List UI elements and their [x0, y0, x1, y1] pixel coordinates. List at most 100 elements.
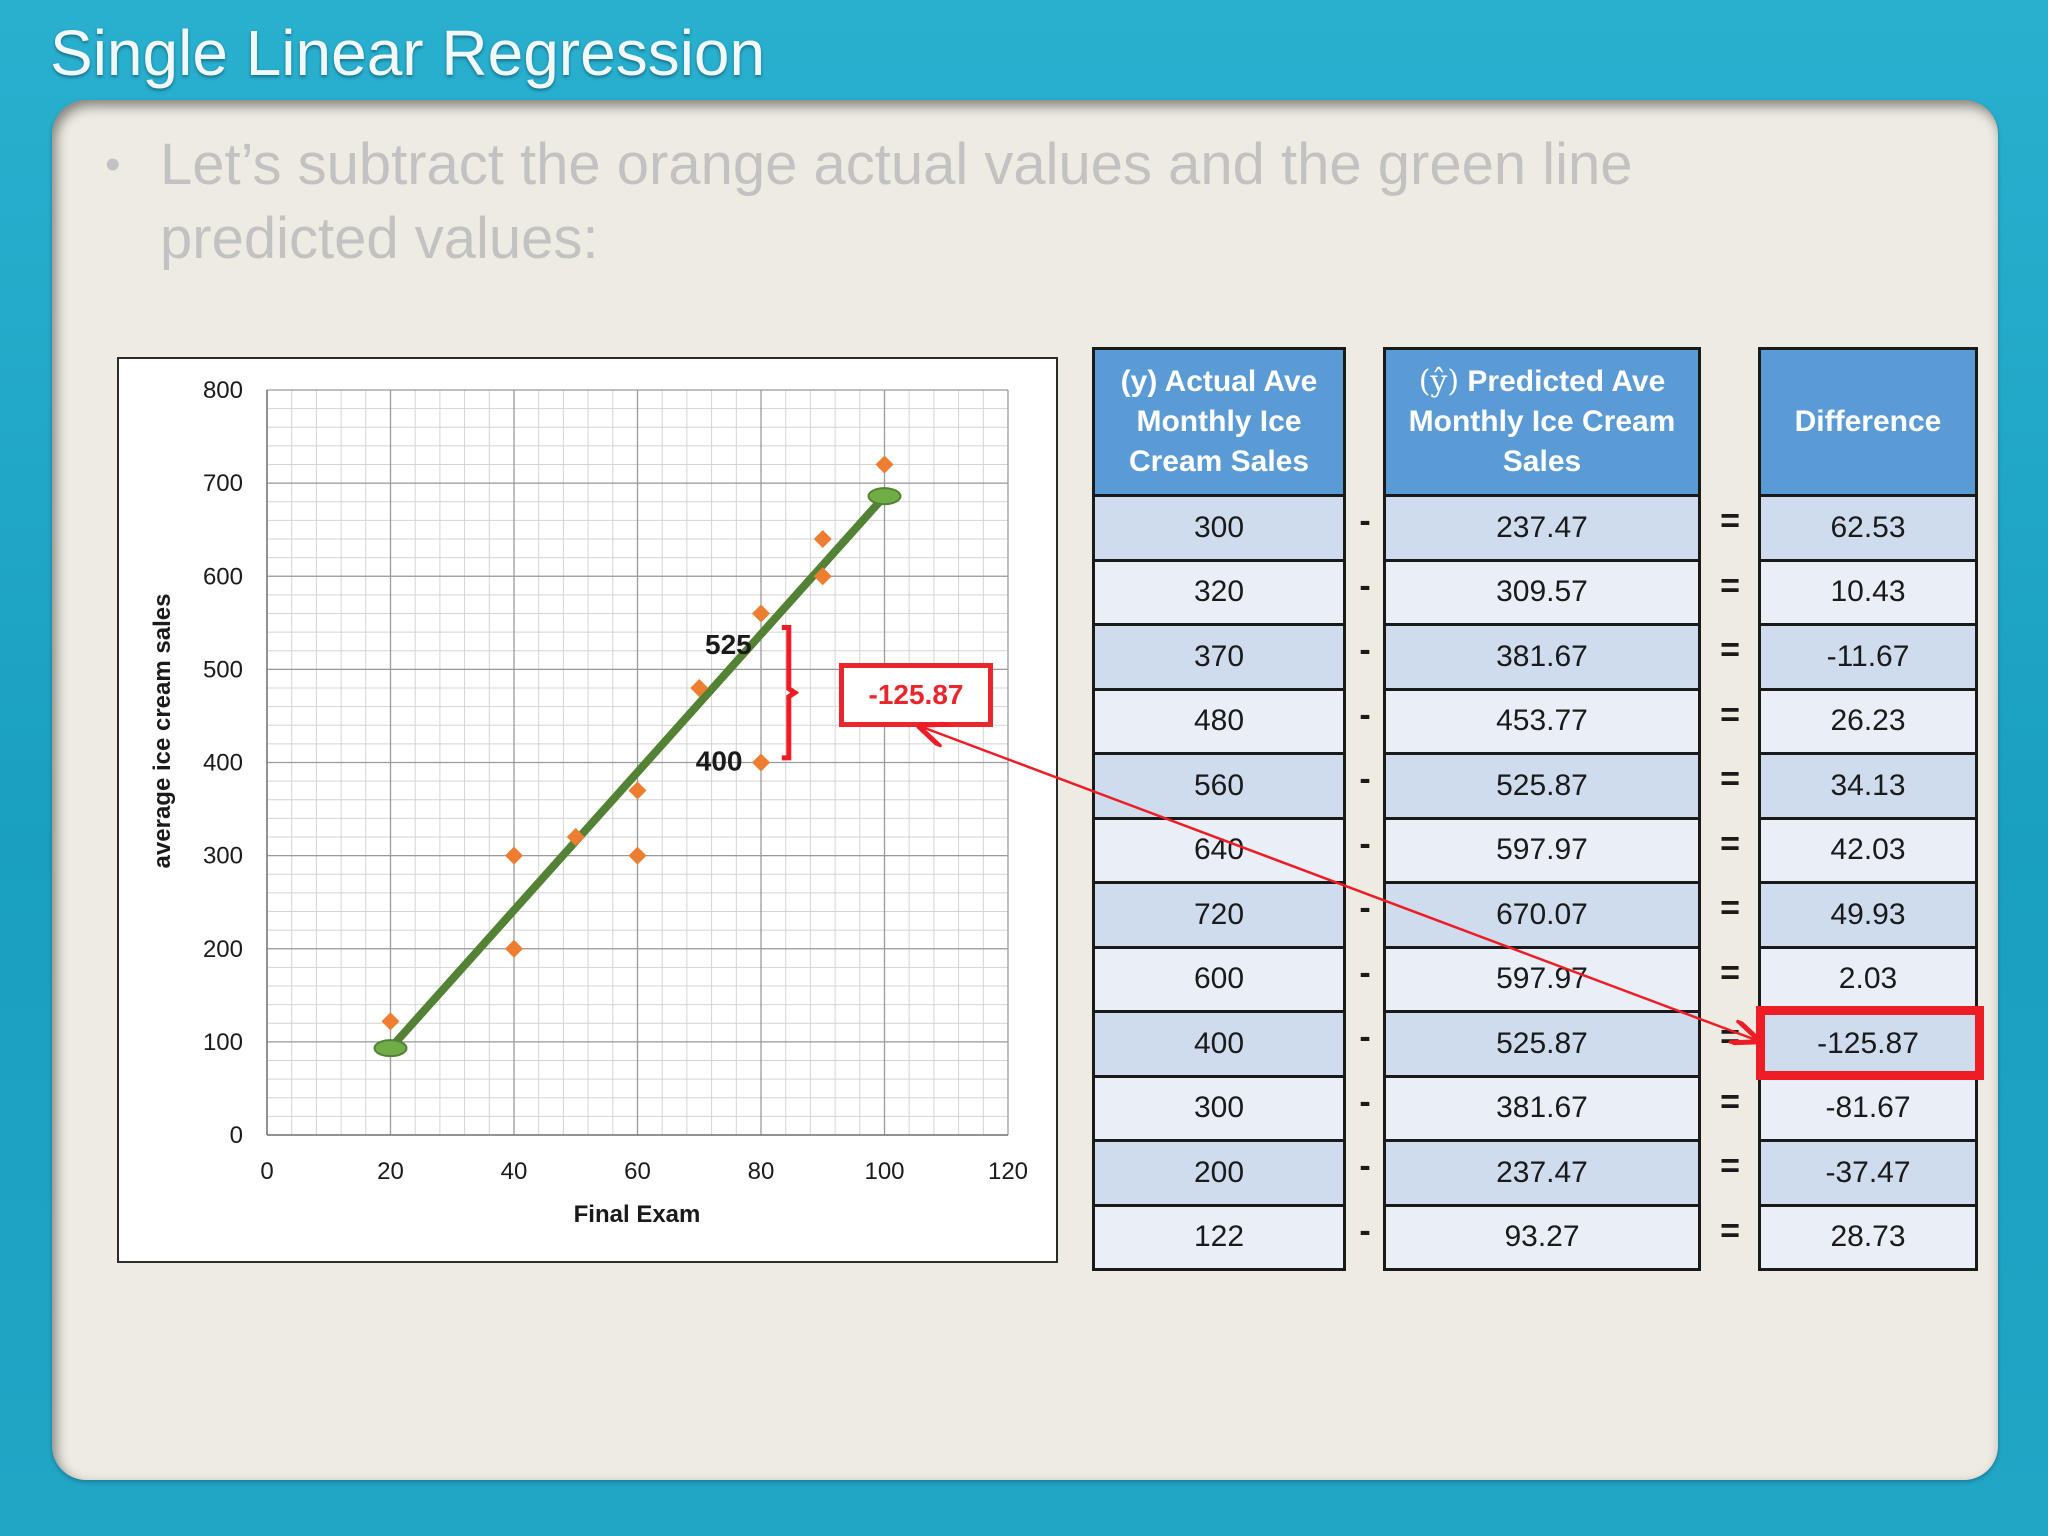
actual-cell: 122	[1095, 1206, 1343, 1268]
actual-point	[505, 846, 523, 865]
scatter-chart: 0 20 40 60 80 100 120 0 100 200 300 400 500 600 700 80…	[117, 357, 1058, 1263]
y-tick-label: 400	[203, 750, 243, 777]
chart-svg: 0 20 40 60 80 100 120 0 100 200 300 400 500 600 700 80…	[149, 377, 1028, 1228]
actual-cell: 200	[1095, 1142, 1343, 1204]
actual-point	[752, 753, 770, 772]
equals-operator: =	[1720, 889, 1740, 927]
actual-cell: 400	[1095, 1013, 1343, 1075]
y-hat-symbol: (ŷ)	[1418, 364, 1460, 399]
minus-operator: -	[1359, 1211, 1371, 1250]
difference-cell: 49.93	[1761, 884, 1975, 946]
x-tick-label: 0	[260, 1158, 273, 1185]
difference-cell: 34.13	[1761, 755, 1975, 817]
difference-column: Difference 62.53 10.43 -11.67 26.23 34.13 42.…	[1758, 347, 1978, 1271]
actual-cell: 300	[1095, 1077, 1343, 1139]
actual-column-header: (y) Actual Ave Monthly Ice Cream Sales	[1095, 350, 1343, 494]
predicted-cell: 237.47	[1386, 497, 1698, 559]
lower-value-label: 400	[696, 746, 743, 777]
upper-value-label: 525	[705, 629, 752, 660]
equals-operator: =	[1720, 1147, 1740, 1185]
predicted-cell: 93.27	[1386, 1206, 1698, 1268]
x-tick-label: 120	[988, 1158, 1028, 1185]
actual-point	[628, 781, 647, 800]
highlighted-difference-box	[1756, 1006, 1984, 1080]
actual-point	[690, 679, 709, 697]
equals-operator: =	[1720, 1082, 1740, 1121]
equals-operator: =	[1720, 566, 1740, 605]
difference-cell: -37.47	[1761, 1142, 1975, 1204]
actual-cell: 720	[1095, 884, 1343, 946]
difference-callout: -125.87	[839, 663, 993, 727]
difference-cell: 26.23	[1761, 690, 1975, 752]
chart-axes	[266, 390, 1008, 1136]
regression-endpoint	[373, 1039, 408, 1058]
y-tick-label: 100	[203, 1029, 243, 1056]
actual-point	[505, 939, 523, 958]
equals-operator: =	[1720, 695, 1740, 734]
actual-point	[752, 604, 770, 623]
regression-line	[386, 492, 889, 1053]
y-tick-label: 500	[203, 656, 243, 683]
equals-operator: =	[1720, 1018, 1740, 1056]
actual-values-column: (y) Actual Ave Monthly Ice Cream Sales 3…	[1092, 347, 1346, 1271]
predicted-cell: 381.67	[1386, 1077, 1698, 1139]
x-axis-label: Final Exam	[574, 1201, 701, 1228]
equals-operator: =	[1720, 631, 1740, 669]
y-tick-label: 600	[203, 563, 243, 590]
x-tick-label: 20	[377, 1158, 404, 1185]
bullet-text-block: • Let’s subtract the orange actual value…	[105, 128, 1860, 276]
actual-cell: 370	[1095, 626, 1343, 688]
predicted-values-column: (ŷ) Predicted Ave Monthly Ice Cream Sale…	[1383, 347, 1701, 1271]
actual-point	[628, 846, 647, 865]
predicted-cell: 453.77	[1386, 690, 1698, 752]
minus-operator: -	[1359, 566, 1371, 605]
difference-cell: 62.53	[1761, 497, 1975, 559]
slide-title: Single Linear Regression	[50, 17, 766, 89]
equals-operator: =	[1720, 1211, 1740, 1250]
chart-annotations: 525 400	[696, 624, 800, 777]
regression-line-series	[373, 487, 902, 1058]
y-axis-label: average ice cream sales	[149, 594, 176, 869]
x-tick-label: 80	[748, 1158, 775, 1185]
predicted-cell: 597.97	[1386, 948, 1698, 1010]
equals-operator: =	[1720, 824, 1740, 863]
y-tick-labels: 0 100 200 300 400 500 600 700 800	[203, 377, 243, 1149]
equals-operator: =	[1720, 760, 1740, 798]
x-tick-label: 100	[864, 1158, 904, 1185]
actual-point	[381, 1012, 400, 1031]
x-tick-label: 60	[624, 1158, 651, 1185]
predicted-cell: 309.57	[1386, 561, 1698, 623]
x-tick-labels: 0 20 40 60 80 100 120	[260, 1158, 1028, 1185]
difference-cell: 42.03	[1761, 819, 1975, 881]
actual-point	[566, 828, 585, 846]
difference-cell: -11.67	[1761, 626, 1975, 688]
actual-points-series	[381, 455, 894, 1031]
equals-operator: =	[1720, 953, 1740, 992]
y-tick-label: 0	[230, 1122, 243, 1149]
predicted-cell: 525.87	[1386, 755, 1698, 817]
actual-cell: 560	[1095, 755, 1343, 817]
minus-operator: -	[1359, 760, 1371, 798]
difference-cell: -81.67	[1761, 1077, 1975, 1139]
predicted-cell: 525.87	[1386, 1013, 1698, 1075]
minus-operator: -	[1359, 502, 1371, 540]
actual-cell: 480	[1095, 690, 1343, 752]
x-tick-label: 40	[501, 1158, 528, 1185]
predicted-cell: 670.07	[1386, 884, 1698, 946]
bullet-text: Let’s subtract the orange actual values …	[160, 132, 1633, 271]
equals-operator: =	[1720, 502, 1740, 540]
difference-cell: 28.73	[1761, 1206, 1975, 1268]
y-tick-label: 800	[203, 377, 243, 404]
y-tick-label: 300	[203, 843, 243, 870]
bullet-dot-icon: •	[105, 140, 121, 189]
predicted-cell: 597.97	[1386, 819, 1698, 881]
minus-operator: -	[1359, 1082, 1371, 1121]
actual-point	[813, 567, 832, 586]
predicted-cell: 237.47	[1386, 1142, 1698, 1204]
actual-cell: 600	[1095, 948, 1343, 1010]
actual-cell: 640	[1095, 819, 1343, 881]
actual-point	[813, 530, 832, 548]
difference-column-header: Difference	[1761, 350, 1975, 494]
minus-operator: -	[1359, 953, 1371, 992]
minus-operator: -	[1359, 824, 1371, 863]
